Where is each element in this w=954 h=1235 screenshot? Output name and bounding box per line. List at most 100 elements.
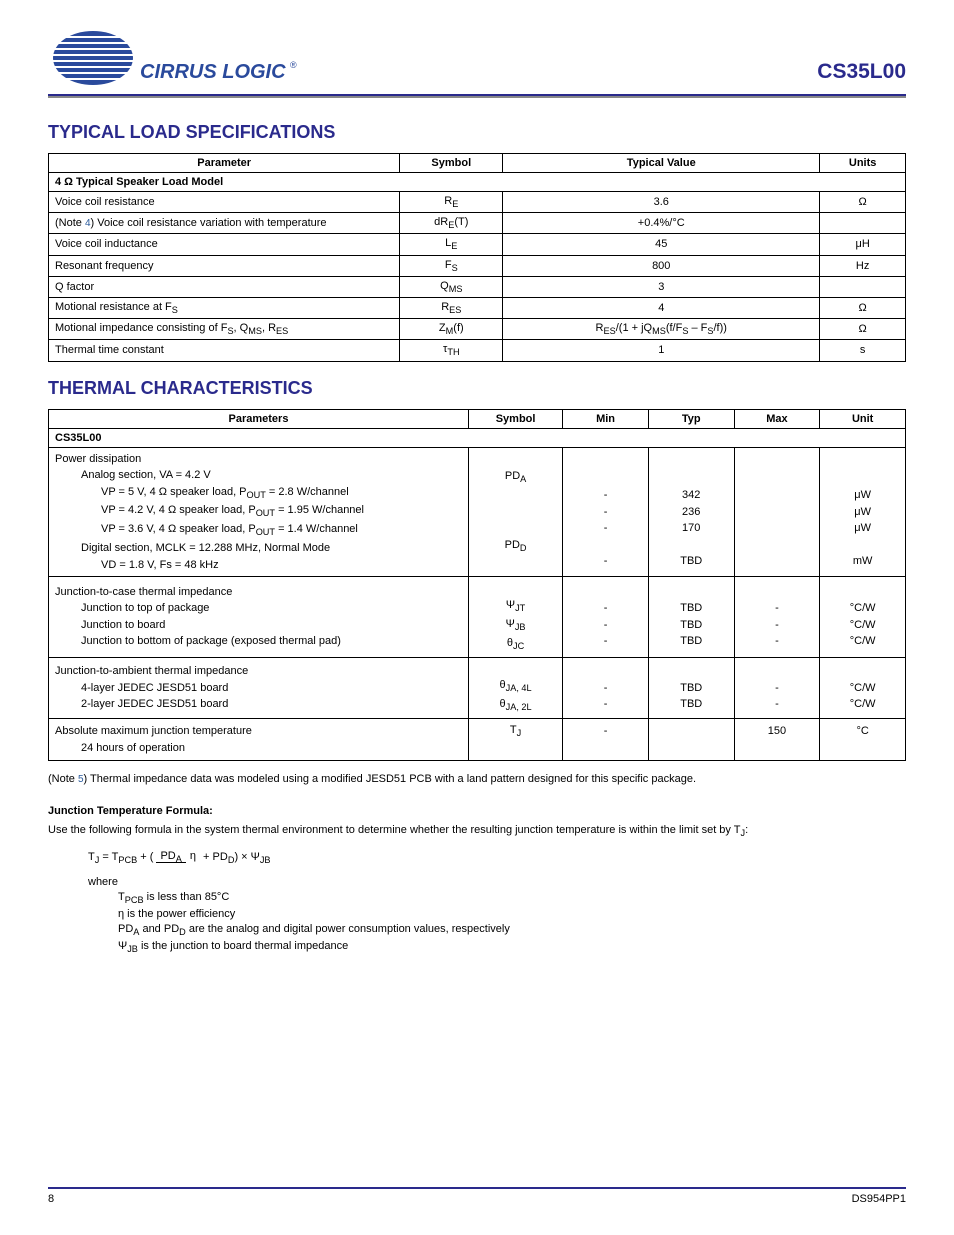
typ-cell [648, 719, 734, 761]
units-cell: Ω [820, 319, 906, 340]
units-cell [820, 276, 906, 297]
table-row: Resonant frequency FS 800 Hz [49, 255, 906, 276]
max-cell: --- [734, 577, 820, 657]
thermal-table: Parameters Symbol Min Typ Max Unit CS35L… [48, 409, 906, 762]
value-cell: 1 [503, 340, 820, 361]
col-max: Max [734, 409, 820, 428]
col-symbol: Symbol [400, 154, 503, 173]
formula-main: TJ = TPCB + ( PDAη + PDD) × ΨJB [88, 850, 906, 865]
table-row: Absolute maximum junction temperature24 … [49, 719, 906, 761]
col-typ: Typ [648, 409, 734, 428]
table-row: Power dissipationAnalog section, VA = 4.… [49, 447, 906, 577]
table-row: (Note 4) Voice coil resistance variation… [49, 213, 906, 234]
load-spec-table: Parameter Symbol Typical Value Units 4 Ω… [48, 153, 906, 362]
page-number: 8 [48, 1193, 54, 1205]
formula-desc: Use the following formula in the system … [48, 823, 906, 840]
logo: CIRRUS LOGIC ® [48, 28, 298, 88]
param-cell: Voice coil resistance [49, 192, 400, 213]
max-cell: -- [734, 657, 820, 718]
category-row: 4 Ω Typical Speaker Load Model [49, 173, 906, 192]
category-row: CS35L00 [49, 428, 906, 447]
table-row: Q factor QMS 3 [49, 276, 906, 297]
section1-title: TYPICAL LOAD SPECIFICATIONS [48, 122, 906, 143]
section2-title: THERMAL CHARACTERISTICS [48, 378, 906, 399]
symbol-cell: θJA, 4LθJA, 2L [468, 657, 562, 718]
param-cell: Power dissipationAnalog section, VA = 4.… [49, 447, 469, 577]
symbol-cell: QMS [400, 276, 503, 297]
max-cell [734, 447, 820, 577]
formula-section: Junction Temperature Formula: Use the fo… [48, 805, 906, 954]
doc-id: DS954PP1 [852, 1193, 906, 1205]
category-header: CS35L00 [49, 428, 906, 447]
unit-cell: °C/W°C/W°C/W [820, 577, 906, 657]
table-row: Voice coil inductance LE 45 μH [49, 234, 906, 255]
symbol-cell: RES [400, 297, 503, 318]
thermal-note: (Note 5) Thermal impedance data was mode… [48, 773, 906, 785]
where-label: where [88, 876, 906, 888]
product-code: CS35L00 [817, 60, 906, 84]
value-cell: RES/(1 + jQMS(f/FS – FS/f)) [503, 319, 820, 340]
symbol-cell: τTH [400, 340, 503, 361]
param-cell: Thermal time constant [49, 340, 400, 361]
header-rule [48, 94, 906, 98]
symbol-cell: RE [400, 192, 503, 213]
typ-cell: TBDTBDTBD [648, 577, 734, 657]
col-parameters: Parameters [49, 409, 469, 428]
svg-text:CIRRUS LOGIC: CIRRUS LOGIC [140, 61, 286, 83]
value-cell: 45 [503, 234, 820, 255]
where-line: PDA and PDD are the analog and digital p… [118, 923, 906, 937]
col-parameter: Parameter [49, 154, 400, 173]
symbol-cell: TJ [468, 719, 562, 761]
symbol-cell: FS [400, 255, 503, 276]
max-cell: 150 [734, 719, 820, 761]
units-cell: μH [820, 234, 906, 255]
table-row: Junction-to-case thermal impedanceJuncti… [49, 577, 906, 657]
symbol-cell: PDA PDD [468, 447, 562, 577]
value-cell: +0.4%/°C [503, 213, 820, 234]
min-cell: - [563, 719, 649, 761]
param-cell: Motional resistance at FS [49, 297, 400, 318]
param-cell: Junction-to-case thermal impedanceJuncti… [49, 577, 469, 657]
min-cell: -- [563, 657, 649, 718]
where-line: TPCB is less than 85°C [118, 891, 906, 905]
units-cell: Hz [820, 255, 906, 276]
units-cell: s [820, 340, 906, 361]
where-line: η is the power efficiency [118, 908, 906, 920]
symbol-cell: ZM(f) [400, 319, 503, 340]
param-cell: Resonant frequency [49, 255, 400, 276]
table-row: Voice coil resistance RE 3.6 Ω [49, 192, 906, 213]
min-cell: --- - [563, 447, 649, 577]
table-header-row: Parameter Symbol Typical Value Units [49, 154, 906, 173]
param-cell: Q factor [49, 276, 400, 297]
col-units: Units [820, 154, 906, 173]
symbol-cell: ΨJTΨJBθJC [468, 577, 562, 657]
symbol-cell: LE [400, 234, 503, 255]
value-cell: 3 [503, 276, 820, 297]
unit-cell: °C [820, 719, 906, 761]
value-cell: 800 [503, 255, 820, 276]
category-header: 4 Ω Typical Speaker Load Model [49, 173, 906, 192]
table-row: Motional resistance at FS RES 4 Ω [49, 297, 906, 318]
col-min: Min [563, 409, 649, 428]
page-header: CIRRUS LOGIC ® CS35L00 [48, 28, 906, 88]
units-cell: Ω [820, 192, 906, 213]
units-cell: Ω [820, 297, 906, 318]
unit-cell: μWμWμW mW [820, 447, 906, 577]
param-cell: Absolute maximum junction temperature24 … [49, 719, 469, 761]
value-cell: 4 [503, 297, 820, 318]
param-cell: (Note 4) Voice coil resistance variation… [49, 213, 400, 234]
param-cell: Junction-to-ambient thermal impedance4-l… [49, 657, 469, 718]
table-row: Motional impedance consisting of FS, QMS… [49, 319, 906, 340]
table-row: Thermal time constant τTH 1 s [49, 340, 906, 361]
units-cell [820, 213, 906, 234]
typ-cell: TBDTBD [648, 657, 734, 718]
svg-text:®: ® [290, 60, 297, 70]
symbol-cell: dRE(T) [400, 213, 503, 234]
table-header-row: Parameters Symbol Min Typ Max Unit [49, 409, 906, 428]
unit-cell: °C/W°C/W [820, 657, 906, 718]
where-line: ΨJB is the junction to board thermal imp… [118, 940, 906, 954]
param-cell: Motional impedance consisting of FS, QMS… [49, 319, 400, 340]
formula-title: Junction Temperature Formula: [48, 805, 906, 817]
page-footer: 8 DS954PP1 [48, 1187, 906, 1205]
table-row: Junction-to-ambient thermal impedance4-l… [49, 657, 906, 718]
